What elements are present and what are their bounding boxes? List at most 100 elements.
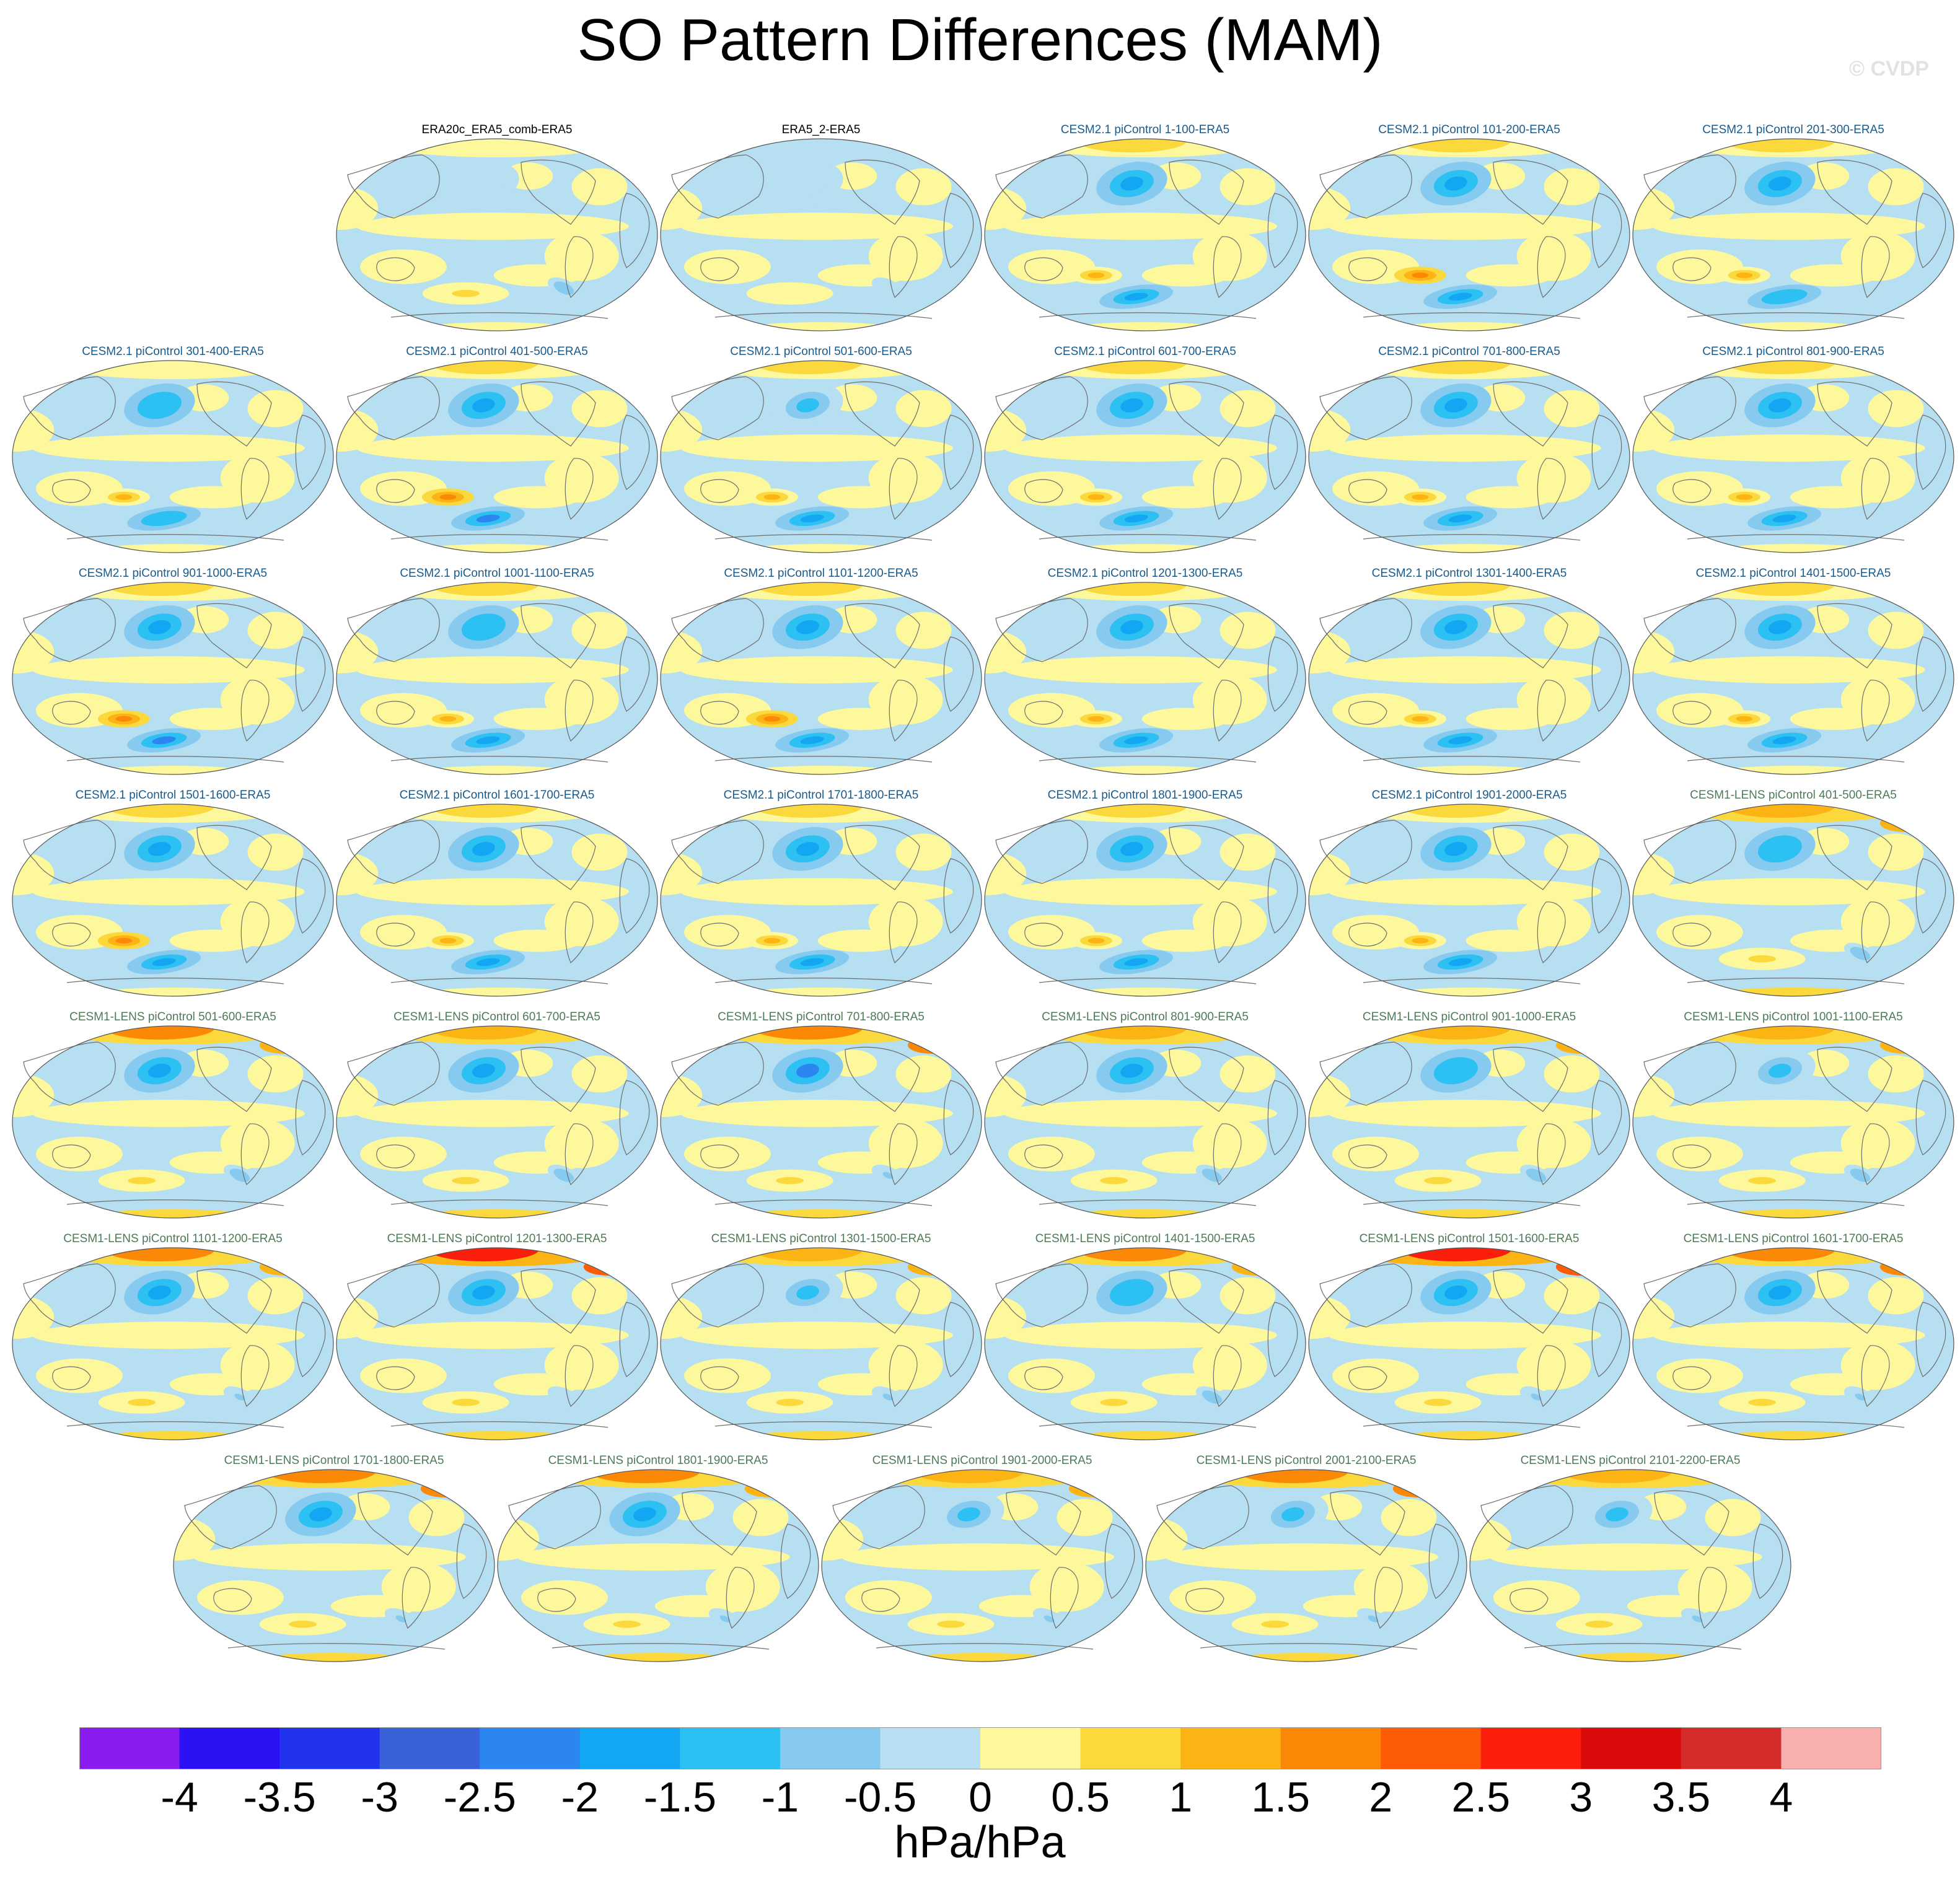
coastline	[521, 825, 596, 890]
coastline	[1493, 159, 1568, 225]
positive-region	[1544, 833, 1600, 871]
anomaly-contour	[472, 1063, 495, 1078]
coastline	[714, 756, 933, 763]
field-layer	[1633, 361, 1954, 553]
arctic-anomaly	[420, 1480, 470, 1497]
coastlines	[23, 376, 326, 541]
coastline	[376, 1366, 415, 1390]
positive-band	[680, 1321, 953, 1349]
field-layer	[661, 804, 982, 996]
robinson-map	[660, 1247, 982, 1440]
anomaly-contour	[476, 514, 500, 523]
anomaly-contour	[1444, 176, 1467, 191]
anomaly-contour	[1124, 958, 1148, 966]
coastline	[1039, 312, 1257, 319]
coastline	[347, 1041, 440, 1106]
colorbar-tick-label: -1.5	[644, 1774, 716, 1820]
robinson-map	[497, 1469, 819, 1662]
coastline	[1039, 1199, 1257, 1206]
panel-title: CESM1-LENS piControl 401-500-ERA5	[1690, 789, 1897, 802]
coastline	[1493, 825, 1568, 890]
coastline	[845, 1268, 920, 1334]
arctic-anomaly	[907, 1036, 957, 1054]
coastline	[619, 414, 650, 490]
coastlines	[1156, 1485, 1459, 1650]
positive-region	[1790, 486, 1877, 509]
coastline	[1537, 1123, 1566, 1185]
positive-region	[196, 1580, 284, 1615]
coastline	[619, 858, 650, 934]
coastline	[714, 978, 933, 984]
map-border	[821, 1469, 1143, 1662]
map-panel: CESM2.1 piControl 1301-1400-ERA5	[1307, 566, 1631, 791]
coastline	[1267, 1302, 1298, 1377]
anomaly-contour	[800, 514, 824, 523]
panel-title: CESM2.1 piControl 1001-1100-ERA5	[400, 567, 594, 580]
anomaly-contour	[763, 937, 781, 944]
anomaly-contour	[1769, 1063, 1791, 1078]
panel-title: CESM2.1 piControl 801-900-ERA5	[1702, 345, 1884, 358]
anomaly-contour	[1124, 292, 1148, 301]
coastline	[1537, 1345, 1566, 1407]
arctic-anomaly	[428, 1248, 540, 1261]
map-panel: CESM1-LENS piControl 2101-2200-ERA5	[1469, 1453, 1792, 1678]
anomaly-contour	[558, 1393, 569, 1401]
map-panel: ERA20c_ERA5_comb-ERA5	[335, 123, 659, 347]
colorbar-swatch	[1080, 1727, 1181, 1769]
coastline	[390, 978, 609, 984]
robinson-map	[336, 582, 658, 775]
robinson-map	[12, 1025, 334, 1219]
field-layer	[985, 804, 1306, 996]
field-layer	[822, 1470, 1143, 1662]
coastline	[376, 1144, 415, 1168]
coastline	[240, 1345, 270, 1407]
anomaly-contour	[152, 958, 176, 966]
positive-band	[680, 656, 953, 684]
robinson-map	[1308, 582, 1630, 775]
panel-title: CESM2.1 piControl 1301-1400-ERA5	[1371, 567, 1567, 580]
coastline	[995, 1041, 1088, 1106]
colorbar-swatch	[1681, 1727, 1782, 1769]
anomaly-contour	[796, 1063, 819, 1078]
map-border	[984, 360, 1306, 553]
anomaly-contour	[633, 1507, 656, 1522]
coastline	[1672, 479, 1712, 503]
anomaly-contour	[1606, 1507, 1628, 1522]
positive-region	[1466, 486, 1553, 509]
map-panel: CESM2.1 piControl 1001-1100-ERA5	[335, 566, 659, 791]
arctic-anomaly	[1879, 1258, 1930, 1276]
anomaly-contour	[1692, 1615, 1703, 1623]
arctic-anomaly	[367, 361, 627, 379]
coastline	[390, 1199, 609, 1206]
positive-region	[895, 1277, 952, 1315]
positive-region	[895, 168, 952, 206]
positive-band	[32, 1321, 305, 1349]
coastlines	[1319, 598, 1622, 763]
coastline	[943, 1080, 974, 1155]
map-border	[1632, 804, 1954, 997]
positive-region	[1656, 1136, 1743, 1172]
robinson-map	[1308, 1025, 1630, 1219]
robinson-map	[1632, 582, 1954, 775]
map-panel: CESM2.1 piControl 701-800-ERA5	[1307, 344, 1631, 569]
colorbar-tick-label: -1	[762, 1774, 799, 1820]
robinson-map	[984, 138, 1306, 331]
map-border	[1308, 804, 1630, 997]
robinson-map	[1632, 1025, 1954, 1219]
coastline	[1817, 1268, 1892, 1334]
arctic-anomaly	[1555, 1036, 1606, 1054]
coastline	[671, 376, 764, 440]
colorbar-swatch	[1581, 1727, 1682, 1769]
map-border	[1632, 138, 1954, 331]
anomaly-contour	[1088, 272, 1105, 278]
arctic-anomaly	[1015, 804, 1275, 823]
coastline	[1169, 825, 1244, 890]
arctic-anomaly	[1879, 815, 1930, 832]
coastline	[376, 257, 415, 281]
positive-region	[1141, 486, 1229, 509]
anomaly-contour	[472, 620, 495, 634]
coastline	[1752, 1523, 1783, 1599]
coastline	[295, 636, 326, 712]
coastlines	[671, 154, 974, 319]
coastline	[1524, 1643, 1742, 1650]
